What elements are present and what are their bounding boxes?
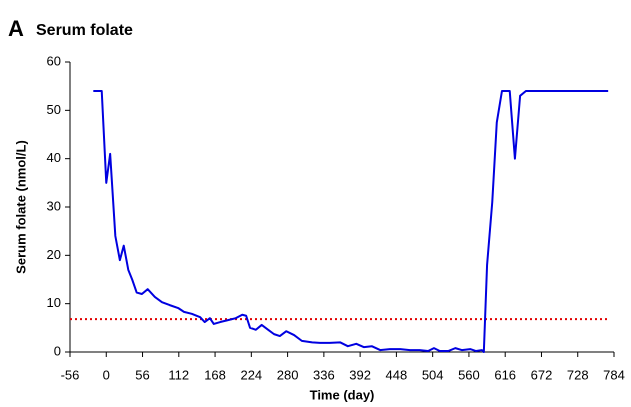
- x-tick-label: 616: [494, 367, 516, 382]
- chart-title: Serum folate: [36, 22, 133, 39]
- y-tick-label: 40: [47, 150, 61, 165]
- data-line: [93, 90, 609, 353]
- y-tick-label: 20: [47, 247, 61, 262]
- x-tick-label: 504: [422, 367, 444, 382]
- x-tick-label: 112: [168, 367, 189, 382]
- x-tick-label: 56: [135, 367, 149, 382]
- x-tick-label: 280: [277, 367, 299, 382]
- x-tick-label: 560: [458, 367, 480, 382]
- y-tick-label: 60: [47, 53, 61, 68]
- x-tick-label: 0: [103, 367, 110, 382]
- x-tick-label: 392: [349, 367, 371, 382]
- x-tick-label: 224: [240, 367, 262, 382]
- x-tick-label: 784: [603, 367, 625, 382]
- y-tick-label: 0: [54, 343, 61, 358]
- y-tick-label: 10: [47, 295, 61, 310]
- panel-label: A: [8, 16, 24, 41]
- y-tick-label: 30: [47, 198, 61, 213]
- y-tick-label: 50: [47, 102, 61, 117]
- y-axis-label: Serum folate (nmol/L): [13, 140, 28, 274]
- x-tick-label: 336: [313, 367, 335, 382]
- x-tick-label: -56: [61, 367, 80, 382]
- x-axis-label: Time (day): [310, 387, 375, 402]
- x-tick-label: 728: [567, 367, 589, 382]
- x-tick-label: 168: [204, 367, 226, 382]
- x-tick-label: 672: [531, 367, 553, 382]
- x-tick-label: 448: [386, 367, 408, 382]
